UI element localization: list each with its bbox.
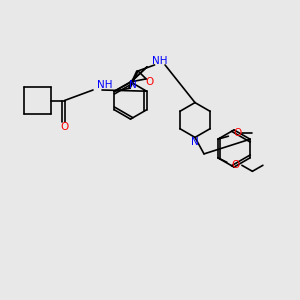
Text: NH: NH [98,80,113,90]
Text: O: O [60,122,69,132]
Text: O: O [231,160,239,170]
Text: O: O [145,77,153,87]
Text: O: O [233,128,242,138]
Text: N: N [129,80,137,90]
Text: NH: NH [152,56,168,66]
Text: N: N [191,137,199,147]
